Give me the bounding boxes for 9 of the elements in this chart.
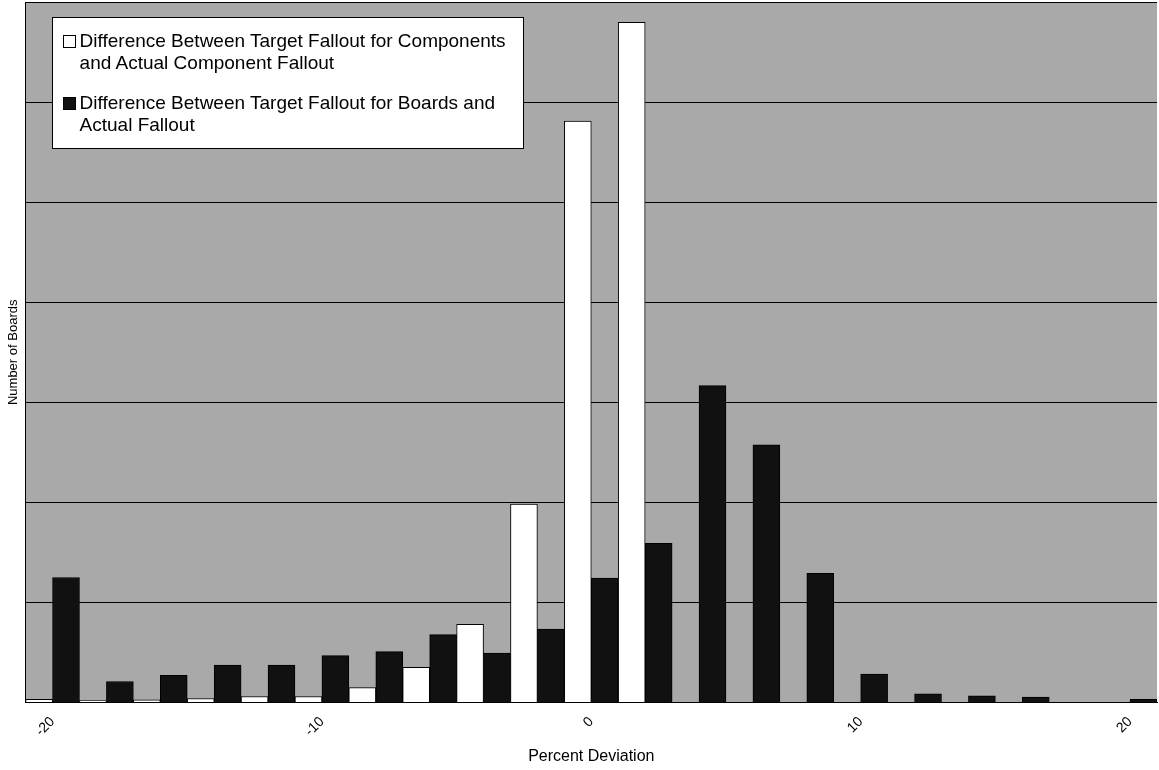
x-tick-label: 0 [579,712,597,730]
x-tick-label: 10 [843,712,866,736]
x-axis-title: Percent Deviation [528,746,655,764]
y-axis-title: Number of Boards [5,299,21,406]
legend-label: Difference Between Target Fallout for Components and Actual Component Fallout [79,30,507,74]
x-tick-label: 20 [1112,712,1136,736]
x-tick-label: -10 [301,712,327,739]
x-tick-label: -20 [31,712,58,739]
legend-label: Difference Between Target Fallout for Boards and Actual Fallout [79,92,497,136]
